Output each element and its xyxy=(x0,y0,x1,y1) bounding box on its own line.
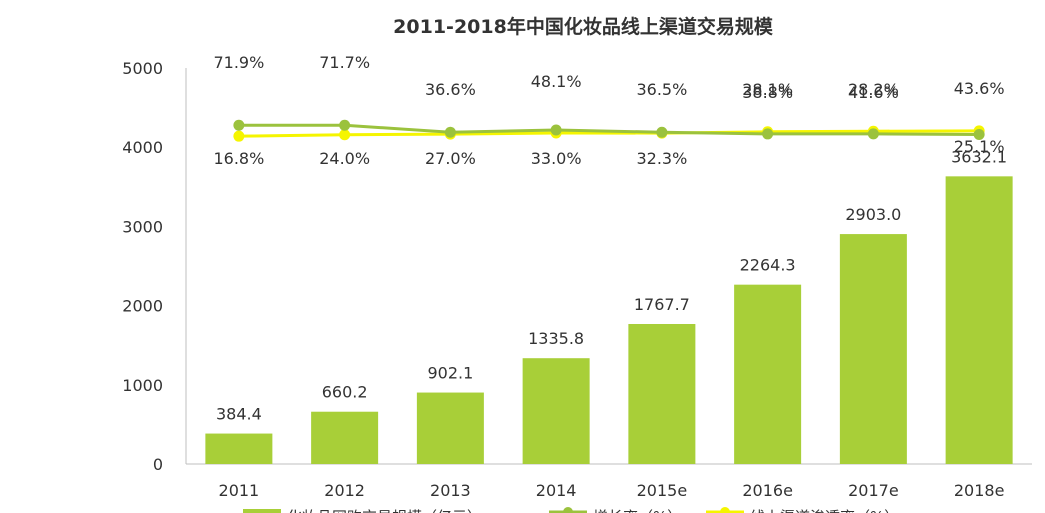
series-point xyxy=(339,129,351,141)
y-ticks: 0 1000 2000 3000 4000 5000 xyxy=(122,59,163,474)
bar-value-label: 384.4 xyxy=(216,405,262,424)
penetration-rate-label: 24.0% xyxy=(319,149,370,168)
bar xyxy=(945,176,1013,464)
x-tick-label: 2017e xyxy=(848,481,899,500)
bars: 384.4 660.2 902.1 1335.8 1767.7 2264.3 2903.0 3… xyxy=(205,147,1013,464)
chart-title: 2011-2018年中国化妆品线上渠道交易规模 xyxy=(393,15,774,38)
bar-value-label: 2264.3 xyxy=(740,256,796,275)
x-tick-label: 2014 xyxy=(536,481,577,500)
series-point xyxy=(656,126,668,138)
y-tick-label: 2000 xyxy=(122,297,163,316)
growth-rate-label: 71.9% xyxy=(213,53,264,72)
penetration-rate-label: 27.0% xyxy=(425,149,476,168)
y-tick-label: 4000 xyxy=(122,138,163,157)
series-point xyxy=(867,128,879,140)
x-tick-label: 2015e xyxy=(637,481,688,500)
bar xyxy=(734,284,802,464)
legend-marker xyxy=(720,507,730,513)
series-point xyxy=(339,119,351,131)
y-tick-label: 0 xyxy=(153,455,163,474)
growth-rate-label: 71.7% xyxy=(319,53,370,72)
legend-label: 化妆品网购交易规模（亿元） xyxy=(287,508,482,513)
legend-label: 线上渠道渗透率（%） xyxy=(750,508,899,513)
y-tick-label: 1000 xyxy=(122,376,163,395)
series-line xyxy=(238,123,980,137)
bar xyxy=(311,411,379,464)
y-tick-label: 3000 xyxy=(122,217,163,236)
series-point xyxy=(973,129,985,141)
y-tick-label: 5000 xyxy=(122,59,163,78)
bar-value-label: 660.2 xyxy=(322,383,368,402)
series-point xyxy=(444,126,456,138)
bar-value-label: 3632.1 xyxy=(951,147,1007,166)
penetration-rate-label: 38.8% xyxy=(742,83,793,102)
growth-rate-label: 36.5% xyxy=(636,80,687,99)
legend: 化妆品网购交易规模（亿元） 增长率（%） 线上渠道渗透率（%） xyxy=(243,507,899,513)
bar-value-label: 902.1 xyxy=(427,364,473,383)
series-point xyxy=(762,128,774,140)
x-tick-label: 2018e xyxy=(954,481,1005,500)
penetration-rate-label: 33.0% xyxy=(531,149,582,168)
penetration-rate-label: 32.3% xyxy=(636,149,687,168)
x-tick-label: 2012 xyxy=(324,481,365,500)
line-series: 71.9% 71.7% 36.6% 48.1% 36.5% 28.1% 28.2% 25.1%… xyxy=(213,53,1004,168)
penetration-rate-label: 16.8% xyxy=(213,149,264,168)
bar-value-label: 1335.8 xyxy=(528,329,584,348)
bar xyxy=(205,433,273,464)
legend-marker xyxy=(563,507,573,513)
series-point xyxy=(233,119,245,131)
growth-rate-label: 28.1% xyxy=(742,80,793,99)
legend-label: 增长率（%） xyxy=(593,508,682,513)
penetration-rate-label: 41.6% xyxy=(848,83,899,102)
legend-swatch xyxy=(243,509,281,513)
growth-rate-label: 25.1% xyxy=(954,137,1005,156)
penetration-rate-label: 43.6% xyxy=(954,79,1005,98)
series-line xyxy=(238,129,980,138)
x-tick-label: 2016e xyxy=(742,481,793,500)
x-tick-label: 2011 xyxy=(219,481,260,500)
growth-rate-label: 48.1% xyxy=(531,72,582,91)
bar xyxy=(839,234,907,464)
x-ticks: 2011 2012 2013 2014 2015e 2016e 2017e 2018e xyxy=(219,481,1005,500)
bar xyxy=(522,358,590,464)
growth-rate-label: 28.2% xyxy=(848,80,899,99)
bar-value-label: 2903.0 xyxy=(845,205,901,224)
series-point xyxy=(550,124,562,136)
bar-value-label: 1767.7 xyxy=(634,295,690,314)
series-point xyxy=(233,130,245,142)
bar xyxy=(628,323,696,464)
growth-rate-label: 36.6% xyxy=(425,80,476,99)
bar xyxy=(416,392,484,464)
x-tick-label: 2013 xyxy=(430,481,471,500)
